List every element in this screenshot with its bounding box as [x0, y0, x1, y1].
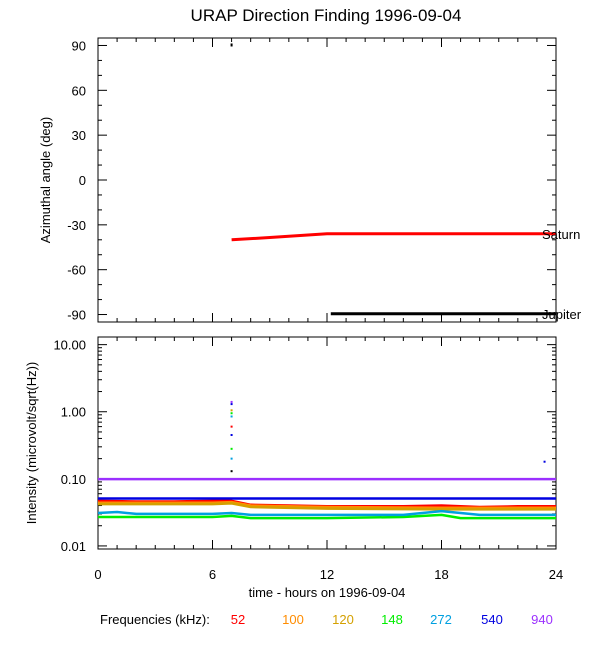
legend-entry-120: 120 [332, 612, 354, 627]
legend-entry-940: 940 [531, 612, 553, 627]
x-tick-label: 12 [320, 567, 334, 582]
legend-entry-272: 272 [430, 612, 452, 627]
data-point [230, 400, 233, 403]
x-tick-label: 0 [94, 567, 101, 582]
data-point [230, 409, 233, 412]
data-point [230, 415, 233, 418]
series-148-khz [98, 513, 556, 520]
y-tick-label: 1.00 [61, 405, 86, 420]
legend-entry-100: 100 [282, 612, 304, 627]
x-tick-label: 6 [209, 567, 216, 582]
y-tick-label: 30 [72, 128, 86, 143]
y-tick-label: 0.01 [61, 539, 86, 554]
data-point [230, 425, 233, 428]
y-tick-label: 0 [79, 173, 86, 188]
series-saturn [231, 232, 556, 242]
data-point [230, 412, 233, 415]
legend-entry-148: 148 [381, 612, 403, 627]
plot-frame-1 [97, 37, 557, 323]
frequency-legend: Frequencies (kHz): 52 100 120 148 272 540 940 [100, 612, 553, 627]
y-tick-label: 10.00 [53, 338, 86, 353]
x-tick-label: 18 [434, 567, 448, 582]
data-point [230, 403, 233, 406]
data-point [230, 434, 233, 437]
data-point [230, 470, 233, 473]
frequencies-label: Frequencies (kHz): [100, 612, 210, 627]
legend-entry-52: 52 [231, 612, 245, 627]
x-axis-label: time - hours on 1996-09-04 [249, 585, 406, 600]
data-point [230, 447, 233, 450]
data-point [230, 457, 233, 460]
series-label-saturn: Saturn [542, 227, 580, 242]
data-point [543, 460, 546, 463]
y-tick-label: 90 [72, 38, 86, 53]
intensity-panel: 0 6 12 18 24 time - hours on 1996-09-04 10.00 1… [24, 336, 563, 600]
legend-entry-540: 540 [481, 612, 503, 627]
y-tick-label: -90 [67, 308, 86, 323]
x-tick-label: 24 [549, 567, 563, 582]
series-100-khz [98, 500, 556, 510]
y-axis-label: Intensity (microvolt/sqrt(Hz)) [24, 362, 39, 525]
series-label-jupiter: Jupiter [542, 307, 582, 322]
y-tick-label: 0.10 [61, 472, 86, 487]
data-point [230, 43, 233, 47]
series-120-khz [98, 502, 556, 511]
direction-panel: 90 60 30 0 -30 -60 -90 Azimuthal angle (deg) Sat… [38, 37, 582, 323]
y-tick-label: -60 [67, 263, 86, 278]
series-272-khz [97, 509, 556, 517]
y-axis-label: Azimuthal angle (deg) [38, 117, 53, 243]
y-tick-label: 60 [72, 83, 86, 98]
chart-title: URAP Direction Finding 1996-09-04 [191, 6, 462, 25]
y-tick-label: -30 [67, 218, 86, 233]
